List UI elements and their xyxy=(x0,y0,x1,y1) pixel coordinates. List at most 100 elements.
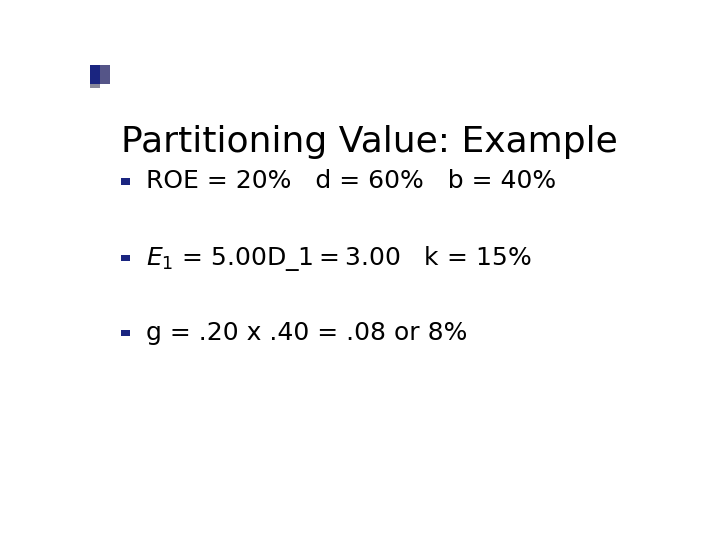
Bar xyxy=(91,65,94,87)
Bar xyxy=(91,65,94,87)
Bar xyxy=(93,65,95,87)
Bar xyxy=(91,65,94,87)
Bar xyxy=(92,65,95,87)
Bar xyxy=(92,65,95,87)
Bar xyxy=(91,65,94,87)
Bar xyxy=(93,65,96,87)
Bar xyxy=(91,65,94,87)
Bar xyxy=(91,65,94,87)
Bar xyxy=(92,65,95,87)
Bar xyxy=(92,65,95,87)
Bar xyxy=(91,65,94,87)
Bar xyxy=(91,65,94,87)
Bar xyxy=(91,65,94,87)
Bar xyxy=(90,65,93,87)
Bar xyxy=(91,65,94,87)
Bar xyxy=(91,65,94,87)
Bar xyxy=(91,65,94,87)
Bar xyxy=(92,65,95,87)
Bar xyxy=(91,65,93,87)
Bar xyxy=(91,65,94,87)
Bar xyxy=(91,65,94,87)
Bar xyxy=(91,65,94,87)
Bar xyxy=(92,65,95,87)
Bar xyxy=(91,65,94,87)
Bar xyxy=(91,65,94,87)
Bar xyxy=(92,65,95,87)
Bar xyxy=(91,65,94,87)
Bar xyxy=(91,65,94,87)
Bar xyxy=(91,65,94,87)
Bar xyxy=(92,65,95,87)
Bar xyxy=(91,65,94,87)
Bar xyxy=(91,65,94,87)
Bar xyxy=(92,65,95,87)
Text: $E_1$ = $5.00   $D_1$ = $3.00   k = 15%: $E_1$ = $5.00 $D_1$ = $3.00 k = 15% xyxy=(145,244,531,273)
Bar xyxy=(92,65,95,87)
Bar xyxy=(91,65,93,87)
Bar xyxy=(92,65,95,87)
Bar xyxy=(91,65,94,87)
Bar xyxy=(91,65,94,87)
Bar xyxy=(91,65,94,87)
Bar xyxy=(91,65,94,87)
Bar xyxy=(91,65,94,87)
Bar xyxy=(91,65,94,87)
Bar xyxy=(92,65,94,87)
Bar xyxy=(93,65,96,87)
Bar xyxy=(91,65,94,87)
Bar xyxy=(91,65,94,87)
Bar xyxy=(91,65,94,87)
Bar xyxy=(92,65,95,87)
Bar xyxy=(92,65,95,87)
Bar xyxy=(91,65,94,87)
Bar xyxy=(92,65,95,87)
Bar xyxy=(93,65,95,87)
Bar xyxy=(91,65,94,87)
Bar xyxy=(91,65,94,87)
Bar xyxy=(91,65,94,87)
Bar xyxy=(92,65,95,87)
Bar xyxy=(90,65,93,87)
Bar xyxy=(91,65,94,87)
Bar xyxy=(91,65,94,87)
Bar xyxy=(91,65,94,87)
Bar xyxy=(91,65,93,87)
Bar xyxy=(93,65,96,87)
Bar xyxy=(91,65,94,87)
Bar xyxy=(91,65,94,87)
Bar xyxy=(91,65,93,87)
Bar xyxy=(91,65,94,87)
Bar xyxy=(92,65,95,87)
Bar xyxy=(91,65,94,87)
Bar xyxy=(91,65,94,87)
Bar xyxy=(91,65,94,87)
Bar xyxy=(91,65,94,87)
Bar xyxy=(93,65,96,87)
Bar xyxy=(90,65,93,87)
Bar xyxy=(92,65,94,87)
Bar xyxy=(92,65,95,87)
Bar xyxy=(91,65,94,87)
Bar xyxy=(92,65,94,87)
Bar xyxy=(91,65,94,87)
Bar xyxy=(92,65,95,87)
Bar xyxy=(91,65,94,87)
Bar xyxy=(93,65,95,87)
Bar xyxy=(91,65,94,87)
Bar xyxy=(91,65,93,87)
Bar xyxy=(91,65,94,87)
Bar xyxy=(92,65,95,87)
Bar xyxy=(91,65,94,87)
Bar xyxy=(92,65,95,87)
Bar xyxy=(92,65,95,87)
Bar xyxy=(91,65,94,87)
Bar xyxy=(92,65,95,87)
Bar xyxy=(121,329,130,336)
Bar xyxy=(92,65,95,87)
Bar xyxy=(92,65,95,87)
Bar xyxy=(90,65,93,87)
Bar xyxy=(92,65,95,87)
Bar xyxy=(91,65,94,87)
Bar xyxy=(91,65,94,87)
